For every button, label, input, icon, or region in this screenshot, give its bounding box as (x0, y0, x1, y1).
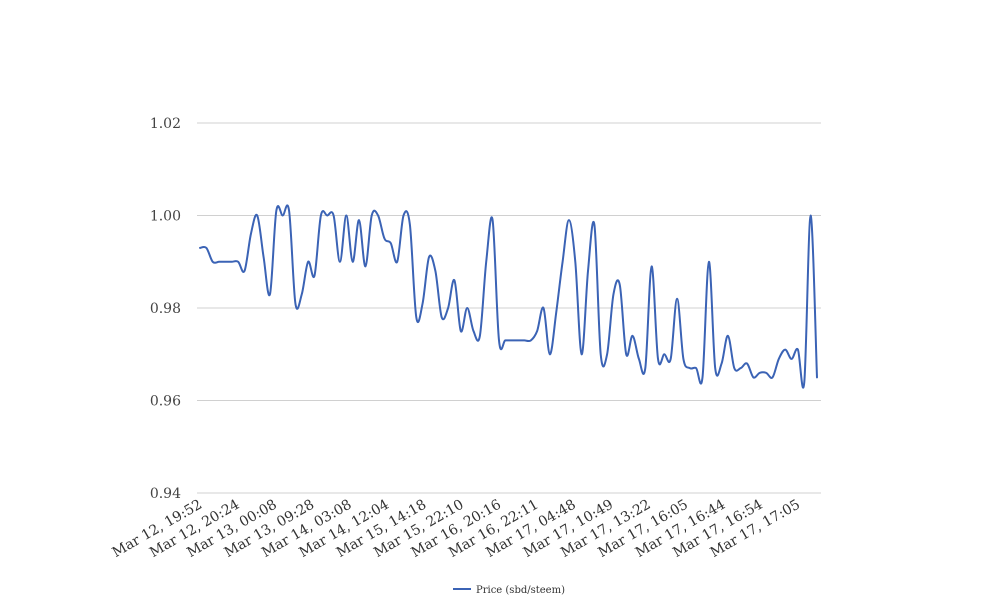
y-tick-label: 0.94 (150, 486, 181, 502)
y-tick-label: 0.98 (150, 301, 181, 317)
y-tick-label: 1.00 (150, 209, 181, 225)
series-line (199, 204, 818, 389)
legend: Price (sbd/steem) (453, 585, 565, 596)
legend-label: Price (sbd/steem) (476, 585, 565, 596)
y-tick-label: 1.02 (150, 116, 181, 132)
y-tick-label: 0.96 (150, 394, 181, 410)
grid (197, 122, 821, 494)
y-axis-ticks: 0.94 0.96 0.98 1.00 1.02 (150, 116, 181, 502)
series-layer (199, 204, 818, 389)
